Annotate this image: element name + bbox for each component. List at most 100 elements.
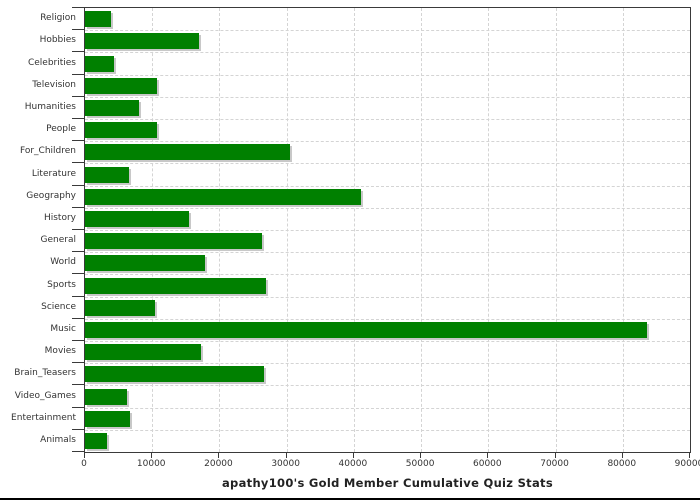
bottom-edge-line [0, 498, 700, 500]
y-axis-label: History [43, 212, 76, 223]
x-axis-tick [151, 453, 153, 458]
horizontal-gridline [85, 407, 690, 409]
horizontal-gridline [85, 52, 690, 54]
y-axis-tick [72, 251, 84, 253]
x-axis-label: 30000 [271, 459, 300, 469]
bar-people [85, 122, 157, 139]
x-axis-label: 50000 [405, 459, 435, 469]
y-axis-label: Science [41, 301, 76, 312]
y-axis-tick [72, 206, 84, 208]
horizontal-gridline [85, 74, 690, 76]
x-axis-label: 60000 [473, 459, 502, 469]
y-axis-label: Hobbies [39, 35, 76, 46]
x-axis-tick [352, 453, 354, 458]
y-axis-label: People [46, 124, 76, 135]
x-axis-label: 70000 [540, 459, 569, 469]
y-axis-label: Entertainment [11, 412, 76, 423]
bar-science [85, 299, 155, 316]
x-axis-label: 10000 [136, 459, 166, 469]
x-axis-label: 0 [81, 459, 87, 469]
x-axis-label: 20000 [204, 459, 233, 469]
x-axis-tick [285, 453, 287, 458]
bar-religion [85, 11, 111, 28]
bar-animals [85, 432, 107, 449]
horizontal-gridline [85, 296, 690, 298]
horizontal-gridline [85, 185, 690, 187]
bar-music [85, 321, 647, 338]
y-axis-label: World [50, 257, 76, 268]
y-axis-tick [72, 295, 84, 297]
bar-for_children [85, 144, 290, 161]
bar-television [85, 77, 157, 94]
y-axis-label: Video_Games [14, 390, 76, 401]
y-axis-label: Humanities [24, 101, 76, 112]
bar-literature [85, 166, 129, 183]
y-axis-tick [72, 340, 84, 341]
horizontal-gridline [85, 230, 690, 231]
x-axis-tick [218, 453, 220, 458]
horizontal-gridline [85, 385, 690, 387]
y-axis-label: Television [32, 79, 76, 90]
y-axis-label: Religion [40, 13, 76, 24]
y-axis-tick [72, 140, 84, 142]
y-axis-tick [72, 51, 84, 53]
plot-area [84, 7, 691, 453]
horizontal-gridline [85, 207, 690, 209]
y-axis-tick [72, 384, 84, 386]
horizontal-gridline [85, 119, 690, 120]
chart-title: apathy100's Gold Member Cumulative Quiz … [222, 476, 553, 490]
horizontal-gridline [85, 30, 690, 32]
bar-world [85, 255, 205, 272]
y-axis-label: Music [50, 323, 76, 334]
y-axis-tick [72, 118, 84, 119]
y-axis-tick [72, 29, 84, 31]
y-axis-tick [72, 273, 84, 275]
x-axis-label: 80000 [607, 459, 637, 469]
y-axis-label: Animals [40, 434, 76, 445]
bar-brain_teasers [85, 366, 264, 383]
horizontal-gridline [85, 96, 690, 98]
bar-humanities [85, 99, 139, 116]
y-axis-tick [72, 73, 84, 75]
bar-movies [85, 344, 201, 361]
y-axis-label: General [40, 235, 76, 246]
x-axis-label: 90000 [674, 459, 700, 469]
y-axis-label: Movies [44, 346, 76, 357]
y-axis-tick [72, 362, 84, 364]
x-axis-tick [621, 453, 623, 458]
bar-geography [85, 188, 361, 205]
y-axis-label: Literature [31, 168, 76, 179]
y-axis-label: For_Children [19, 146, 76, 157]
y-axis-tick [72, 451, 84, 452]
y-axis-tick [72, 406, 84, 408]
bar-celebrities [85, 55, 114, 72]
y-axis-tick [72, 428, 84, 430]
y-axis-label: Celebrities [27, 57, 76, 68]
y-axis-label: Sports [47, 279, 76, 290]
x-axis-tick [84, 453, 85, 458]
horizontal-gridline [85, 141, 690, 143]
y-axis-label: Brain_Teasers [14, 368, 76, 379]
x-axis-tick [554, 453, 556, 458]
horizontal-gridline [85, 429, 690, 431]
y-axis-tick [72, 184, 84, 186]
bar-general [85, 233, 262, 250]
bar-hobbies [85, 33, 199, 50]
bar-video_games [85, 388, 127, 405]
bar-sports [85, 277, 266, 294]
y-axis-tick [72, 229, 84, 230]
horizontal-gridline [85, 252, 690, 254]
y-axis-label: Geography [26, 190, 76, 201]
x-axis-tick [689, 453, 690, 458]
bar-history [85, 210, 189, 227]
horizontal-gridline [85, 163, 690, 165]
y-axis-tick [72, 95, 84, 97]
y-axis-tick [72, 7, 84, 8]
x-axis-tick [420, 453, 422, 458]
x-axis-label: 40000 [338, 459, 368, 469]
x-axis-tick [487, 453, 489, 458]
bar-entertainment [85, 410, 130, 427]
y-axis-tick [72, 317, 84, 319]
horizontal-gridline [85, 363, 690, 365]
